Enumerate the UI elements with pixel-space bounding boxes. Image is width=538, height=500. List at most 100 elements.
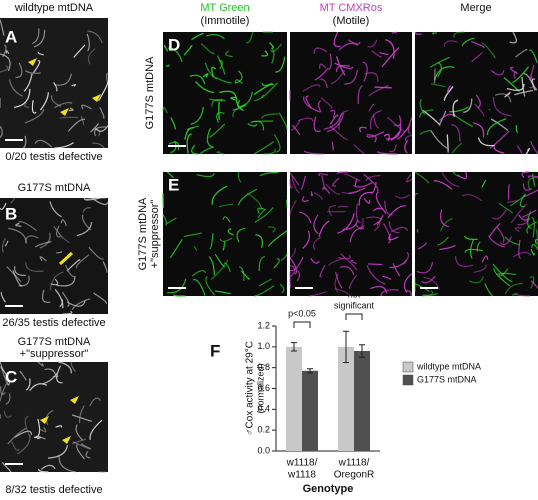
texture <box>37 361 44 367</box>
texture <box>417 242 427 250</box>
texture <box>376 151 397 155</box>
texture <box>522 183 533 191</box>
error-bar <box>307 368 313 374</box>
texture <box>0 202 7 210</box>
texture <box>430 130 448 149</box>
texture <box>5 50 10 55</box>
texture <box>521 76 526 97</box>
texture <box>7 427 27 445</box>
texture <box>443 40 458 47</box>
texture <box>454 256 474 267</box>
texture <box>12 270 23 287</box>
texture <box>59 116 79 119</box>
texture <box>451 124 461 142</box>
texture <box>232 104 247 118</box>
texture <box>210 259 229 281</box>
column-title: MT Green <box>200 2 249 14</box>
texture <box>217 55 226 75</box>
texture <box>419 109 434 118</box>
texture <box>53 81 58 92</box>
texture <box>362 61 368 82</box>
texture <box>513 71 518 79</box>
texture <box>328 204 336 217</box>
texture <box>433 180 453 190</box>
y-tick-label: 0.8 <box>257 362 270 372</box>
texture <box>0 386 7 395</box>
texture <box>481 42 496 59</box>
texture <box>439 209 450 228</box>
texture <box>32 28 40 45</box>
texture <box>521 171 529 178</box>
texture <box>238 266 245 282</box>
texture <box>339 266 355 276</box>
texture <box>387 116 406 133</box>
texture <box>211 66 217 78</box>
texture <box>85 197 106 200</box>
texture <box>416 228 419 233</box>
texture <box>379 52 389 56</box>
texture <box>531 78 538 91</box>
arrowhead <box>28 58 37 66</box>
texture <box>237 188 258 206</box>
texture <box>211 185 228 205</box>
texture <box>14 88 31 109</box>
texture <box>338 42 359 51</box>
texture <box>470 40 485 48</box>
bar <box>354 351 370 451</box>
texture <box>196 173 215 178</box>
annotation: not <box>348 289 361 299</box>
texture <box>383 133 390 142</box>
texture <box>320 97 333 109</box>
panel-title: G177S mtDNA <box>18 182 91 194</box>
texture <box>530 248 535 256</box>
image-d3 <box>415 32 538 154</box>
texture <box>250 120 265 131</box>
texture <box>186 125 200 131</box>
texture <box>325 183 341 195</box>
texture <box>473 264 487 273</box>
texture <box>73 44 86 58</box>
texture <box>190 106 205 125</box>
texture <box>169 238 183 259</box>
texture <box>509 31 517 44</box>
texture <box>510 203 528 224</box>
texture <box>419 98 426 116</box>
texture <box>384 200 393 216</box>
texture <box>382 275 392 280</box>
texture <box>24 415 31 437</box>
texture <box>496 272 516 276</box>
texture <box>528 64 535 81</box>
texture <box>303 96 321 113</box>
texture <box>219 237 233 242</box>
texture <box>492 96 512 117</box>
texture <box>512 66 530 84</box>
texture <box>165 64 170 68</box>
texture <box>366 134 377 143</box>
texture <box>494 93 512 103</box>
texture <box>352 181 373 188</box>
texture <box>302 84 321 92</box>
texture <box>208 123 226 138</box>
texture <box>1 461 12 473</box>
texture <box>514 89 533 96</box>
texture <box>404 134 413 143</box>
texture <box>191 144 199 155</box>
texture <box>0 366 10 386</box>
texture <box>457 171 468 180</box>
y-tick-label: 0.0 <box>257 445 270 455</box>
arrowhead <box>40 416 49 424</box>
texture <box>326 112 345 133</box>
texture <box>53 226 63 238</box>
texture <box>321 174 326 190</box>
texture <box>472 122 485 138</box>
row-label: G177S mtDNA <box>144 56 156 129</box>
texture <box>385 39 395 59</box>
texture <box>289 257 298 275</box>
texture <box>387 205 407 219</box>
texture <box>170 117 177 130</box>
texture <box>313 116 321 133</box>
texture <box>40 464 56 470</box>
arrowhead <box>70 396 79 404</box>
texture <box>193 246 198 251</box>
texture <box>209 233 214 250</box>
